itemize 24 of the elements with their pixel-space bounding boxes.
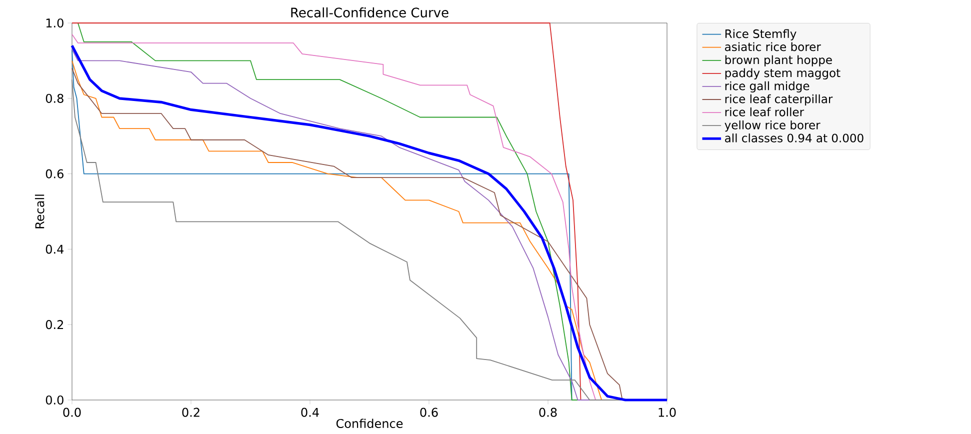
- legend-label: all classes 0.94 at 0.000: [725, 134, 864, 142]
- legend-label: Rice Stemfly: [725, 29, 796, 40]
- chart-title: Recall-Confidence Curve: [291, 7, 448, 18]
- legend-label: asiatic rice borer: [725, 42, 821, 52]
- y-tick-label: 1.0: [46, 18, 64, 28]
- y-tick-label: 0.8: [46, 94, 64, 103]
- legend-label: rice gall midge: [725, 81, 810, 92]
- x-tick-label: 1.0: [658, 408, 676, 417]
- legend-label: brown plant hoppe: [725, 55, 832, 66]
- x-tick-label: 0.4: [301, 408, 319, 417]
- legend-label: yellow rice borer: [724, 120, 820, 132]
- y-tick-label: 0.0: [46, 395, 64, 405]
- y-tick-label: 0.2: [46, 320, 63, 330]
- y-tick-label: 0.6: [46, 169, 64, 178]
- x-tick-label: 0.6: [420, 408, 438, 417]
- legend-label: rice leaf caterpillar: [725, 94, 833, 106]
- y-axis-title: Recall: [34, 194, 44, 228]
- x-tick-label: 0.2: [182, 408, 200, 417]
- y-tick-label: 0.4: [46, 244, 64, 254]
- x-tick-label: 0.8: [539, 408, 557, 417]
- x-tick-label: 0.0: [63, 408, 81, 417]
- x-axis-title: Confidence: [336, 418, 403, 428]
- legend-label: paddy stem maggot: [725, 68, 840, 80]
- legend-label: rice leaf roller: [725, 107, 804, 116]
